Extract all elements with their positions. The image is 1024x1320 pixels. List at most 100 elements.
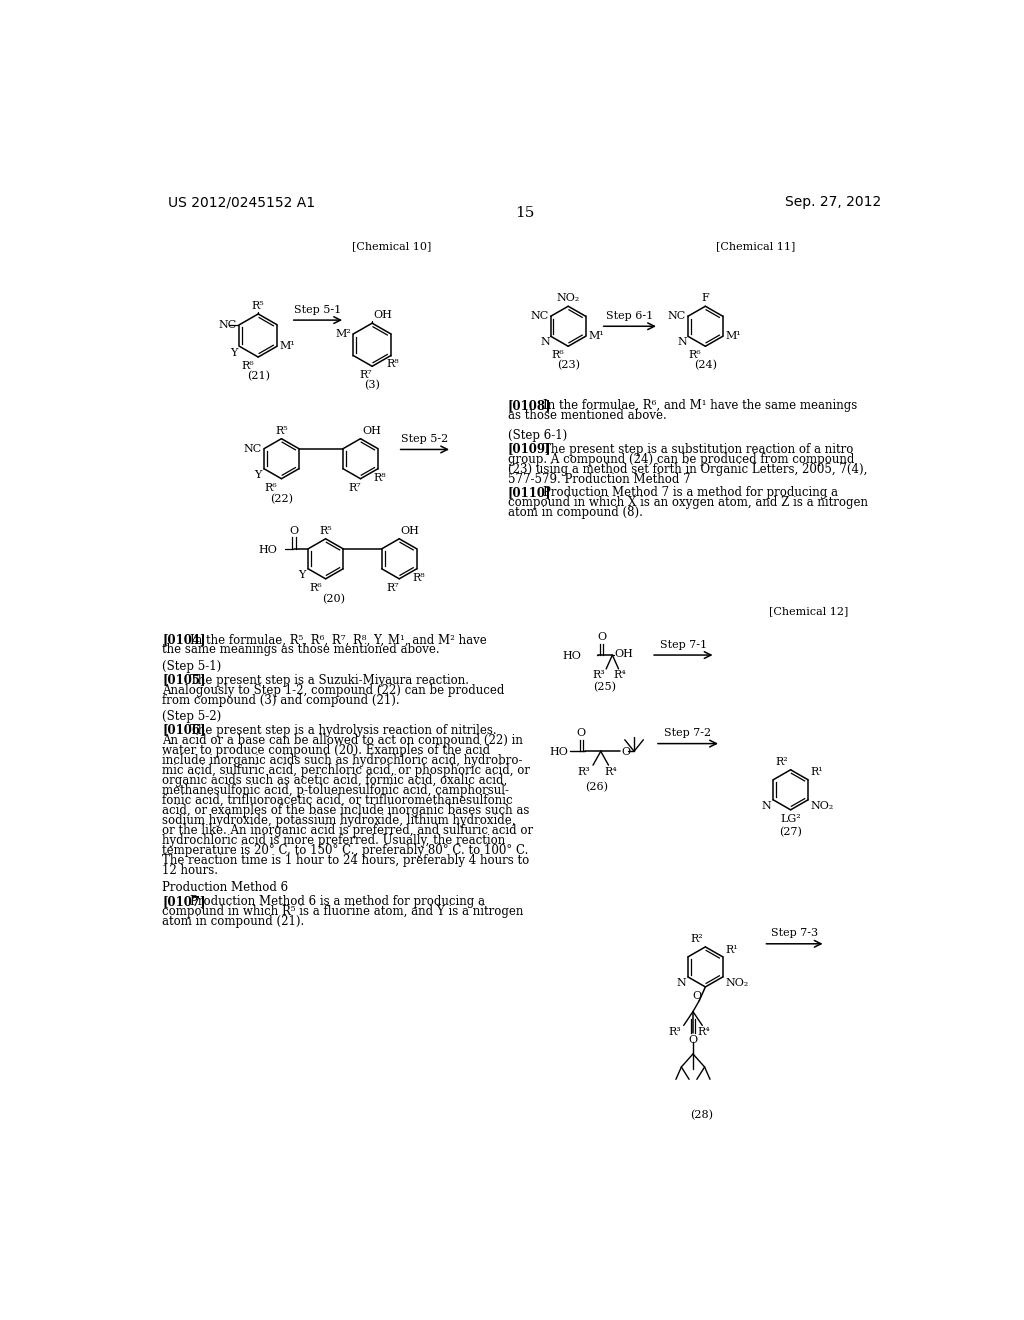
Text: M¹: M¹ — [588, 331, 604, 342]
Text: Sep. 27, 2012: Sep. 27, 2012 — [785, 195, 882, 210]
Text: compound in which R⁵ is a fluorine atom, and Y is a nitrogen: compound in which R⁵ is a fluorine atom,… — [162, 906, 523, 919]
Text: atom in compound (21).: atom in compound (21). — [162, 915, 304, 928]
Text: [Chemical 10]: [Chemical 10] — [352, 242, 431, 252]
Text: R⁵: R⁵ — [275, 425, 288, 436]
Text: HO: HO — [562, 651, 582, 661]
Text: group. A compound (24) can be produced from compound: group. A compound (24) can be produced f… — [508, 453, 854, 466]
Text: R⁶: R⁶ — [265, 483, 278, 492]
Text: M¹: M¹ — [725, 331, 741, 342]
Text: The present step is a hydrolysis reaction of nitriles.: The present step is a hydrolysis reactio… — [190, 723, 497, 737]
Text: R¹: R¹ — [810, 767, 823, 777]
Text: 12 hours.: 12 hours. — [162, 863, 218, 876]
Text: Y: Y — [254, 470, 262, 480]
Text: R⁸: R⁸ — [386, 359, 398, 370]
Text: Production Method 6 is a method for producing a: Production Method 6 is a method for prod… — [190, 895, 485, 908]
Text: [0104]: [0104] — [162, 634, 206, 647]
Text: In the formulae, R⁶, and M¹ have the same meanings: In the formulae, R⁶, and M¹ have the sam… — [543, 399, 857, 412]
Text: R⁶: R⁶ — [309, 582, 322, 593]
Text: LG²: LG² — [780, 813, 801, 824]
Text: (27): (27) — [779, 826, 802, 837]
Text: R³: R³ — [592, 671, 605, 680]
Text: OH: OH — [374, 310, 392, 321]
Text: (21): (21) — [247, 371, 269, 381]
Text: R⁸: R⁸ — [412, 573, 425, 582]
Text: (25): (25) — [593, 682, 616, 692]
Text: [0105]: [0105] — [162, 673, 206, 686]
Text: 15: 15 — [515, 206, 535, 220]
Text: (22): (22) — [270, 494, 293, 504]
Text: R³: R³ — [668, 1027, 681, 1038]
Text: O: O — [577, 729, 586, 738]
Text: (20): (20) — [322, 594, 345, 605]
Text: N: N — [541, 337, 550, 347]
Text: N: N — [677, 978, 686, 987]
Text: OH: OH — [362, 425, 381, 436]
Text: fonic acid, trifluoroacetic acid, or trifluoromethanesulfonic: fonic acid, trifluoroacetic acid, or tri… — [162, 793, 513, 807]
Text: NC: NC — [530, 312, 549, 321]
Text: R⁷: R⁷ — [359, 370, 373, 380]
Text: (26): (26) — [586, 781, 608, 792]
Text: R⁷: R⁷ — [348, 483, 360, 492]
Text: [0107]: [0107] — [162, 895, 206, 908]
Text: NC: NC — [244, 444, 262, 454]
Text: acid, or examples of the base include inorganic bases such as: acid, or examples of the base include in… — [162, 804, 529, 817]
Text: [Chemical 11]: [Chemical 11] — [716, 242, 796, 252]
Text: O: O — [692, 991, 701, 1001]
Text: [0109]: [0109] — [508, 442, 551, 455]
Text: [Chemical 12]: [Chemical 12] — [769, 607, 848, 616]
Text: HO: HO — [258, 545, 278, 554]
Text: as those mentioned above.: as those mentioned above. — [508, 409, 667, 421]
Text: R⁶: R⁶ — [552, 350, 564, 360]
Text: R⁵: R⁵ — [319, 525, 332, 536]
Text: the same meanings as those mentioned above.: the same meanings as those mentioned abo… — [162, 644, 439, 656]
Text: organic acids such as acetic acid, formic acid, oxalic acid,: organic acids such as acetic acid, formi… — [162, 774, 507, 787]
Text: R³: R³ — [578, 767, 590, 776]
Text: R⁶: R⁶ — [689, 350, 701, 360]
Text: NC: NC — [668, 312, 686, 321]
Text: methanesulfonic acid, p-toluenesulfonic acid, camphorsul-: methanesulfonic acid, p-toluenesulfonic … — [162, 784, 509, 797]
Text: N: N — [678, 337, 687, 347]
Text: Production Method 6: Production Method 6 — [162, 882, 288, 895]
Text: M²: M² — [335, 329, 351, 339]
Text: N: N — [762, 800, 772, 810]
Text: Step 7-2: Step 7-2 — [665, 729, 712, 738]
Text: O: O — [290, 525, 299, 536]
Text: R⁵: R⁵ — [252, 301, 264, 312]
Text: In the formulae, R⁵, R⁶, R⁷, R⁸, Y, M¹, and M² have: In the formulae, R⁵, R⁶, R⁷, R⁸, Y, M¹, … — [190, 634, 486, 647]
Text: [0106]: [0106] — [162, 723, 206, 737]
Text: (3): (3) — [365, 380, 380, 391]
Text: Step 7-1: Step 7-1 — [659, 640, 707, 649]
Text: from compound (3) and compound (21).: from compound (3) and compound (21). — [162, 693, 399, 706]
Text: (Step 6-1): (Step 6-1) — [508, 429, 567, 442]
Text: The present step is a Suzuki-Miyaura reaction.: The present step is a Suzuki-Miyaura rea… — [190, 673, 469, 686]
Text: R²: R² — [690, 933, 703, 944]
Text: NC: NC — [219, 319, 238, 330]
Text: [0108]: [0108] — [508, 399, 551, 412]
Text: O: O — [597, 632, 606, 642]
Text: (24): (24) — [694, 360, 717, 371]
Text: R¹: R¹ — [725, 945, 737, 954]
Text: R⁶: R⁶ — [242, 360, 254, 371]
Text: Step 6-1: Step 6-1 — [606, 312, 653, 321]
Text: OH: OH — [400, 525, 420, 536]
Text: O: O — [688, 1035, 697, 1044]
Text: (23) using a method set forth in Organic Letters, 2005, 7(4),: (23) using a method set forth in Organic… — [508, 462, 867, 475]
Text: Analogously to Step 1-2, compound (22) can be produced: Analogously to Step 1-2, compound (22) c… — [162, 684, 505, 697]
Text: (Step 5-1): (Step 5-1) — [162, 660, 221, 673]
Text: R⁴: R⁴ — [697, 1027, 711, 1038]
Text: R⁸: R⁸ — [373, 473, 386, 483]
Text: compound in which X is an oxygen atom, and Z is a nitrogen: compound in which X is an oxygen atom, a… — [508, 496, 867, 510]
Text: R⁷: R⁷ — [387, 582, 399, 593]
Text: include inorganic acids such as hydrochloric acid, hydrobro-: include inorganic acids such as hydrochl… — [162, 754, 522, 767]
Text: An acid or a base can be allowed to act on compound (22) in: An acid or a base can be allowed to act … — [162, 734, 523, 747]
Text: The reaction time is 1 hour to 24 hours, preferably 4 hours to: The reaction time is 1 hour to 24 hours,… — [162, 854, 529, 867]
Text: F: F — [701, 293, 710, 304]
Text: water to produce compound (20). Examples of the acid: water to produce compound (20). Examples… — [162, 743, 490, 756]
Text: R²: R² — [775, 756, 788, 767]
Text: Y: Y — [229, 348, 238, 358]
Text: sodium hydroxide, potassium hydroxide, lithium hydroxide,: sodium hydroxide, potassium hydroxide, l… — [162, 813, 516, 826]
Text: OH: OH — [614, 648, 634, 659]
Text: hydrochloric acid is more preferred. Usually, the reaction: hydrochloric acid is more preferred. Usu… — [162, 834, 506, 846]
Text: Step 5-1: Step 5-1 — [294, 305, 341, 314]
Text: (28): (28) — [690, 1110, 713, 1121]
